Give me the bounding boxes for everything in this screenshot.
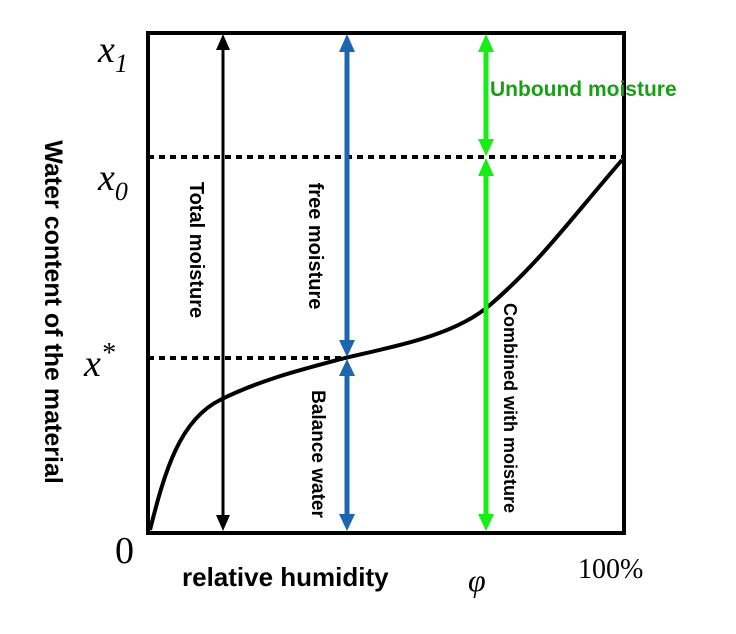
- y-tick-zero: 0: [115, 530, 134, 572]
- unbound-moisture-arrow: [478, 34, 494, 156]
- y-axis-label: Water content of the material: [39, 140, 67, 484]
- total-moisture-label: Total moisture: [185, 182, 207, 318]
- y-tick-x1: x1: [97, 29, 128, 78]
- free-moisture-label: free moisture: [304, 183, 326, 310]
- plot-frame: [146, 31, 626, 535]
- balance-water-arrow: [339, 359, 355, 531]
- y-tick-x0: x0: [97, 157, 128, 206]
- unbound-moisture-label: Unbound moisture: [490, 78, 677, 101]
- combined-moisture-label: Combined with moisture: [500, 303, 520, 513]
- x-tick-100: 100%: [578, 554, 643, 585]
- y-tick-xstar: x*: [83, 338, 115, 385]
- balance-water-label: Balance water: [307, 390, 328, 518]
- x-axis-label: relative humidity: [182, 562, 389, 592]
- isotherm-curve: [148, 158, 624, 531]
- combined-moisture-arrow: [478, 158, 494, 531]
- x-axis-symbol: φ: [468, 562, 486, 598]
- free-moisture-arrow: [339, 34, 355, 357]
- total-moisture-arrow: [216, 34, 230, 531]
